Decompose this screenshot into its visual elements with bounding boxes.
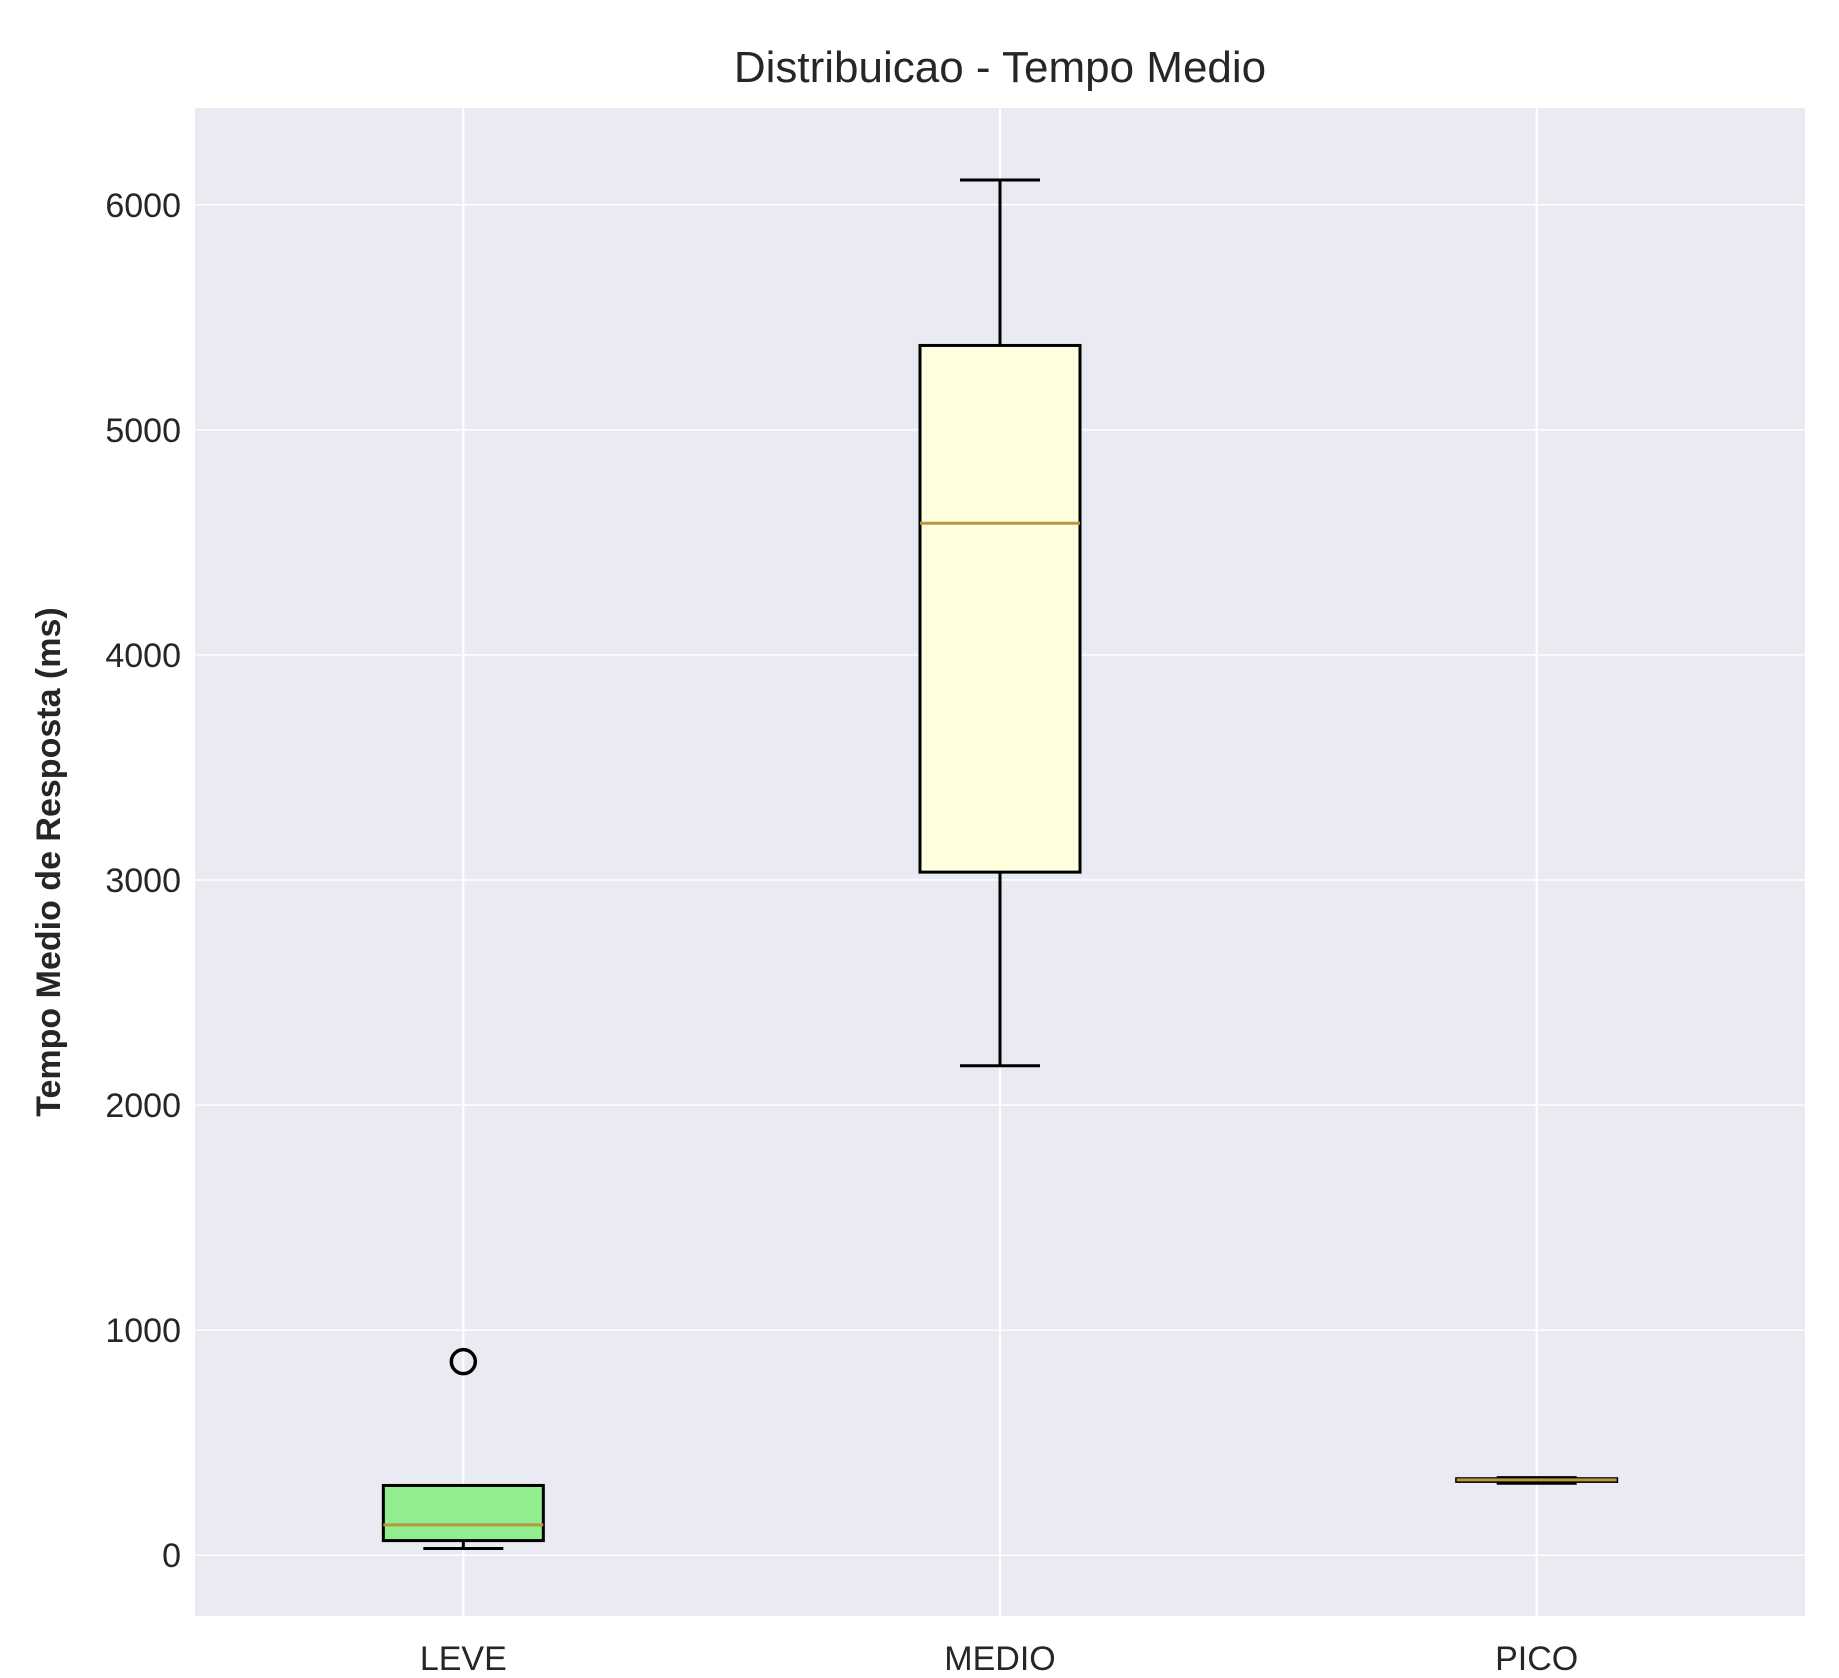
tick-labels: 0 1000 2000 3000 4000 5000 6000 LEVE MEDIO PICO [105,187,1578,1678]
box-pico [1455,1476,1619,1485]
y-tick-label: 6000 [105,187,181,225]
boxes [381,178,1619,1550]
box-medio [918,178,1082,1068]
box-body [918,343,1082,874]
y-tick-label: 1000 [105,1312,181,1350]
y-tick-label: 3000 [105,862,181,900]
y-tick-label: 4000 [105,637,181,675]
chart-title: Distribuicao - Tempo Medio [734,43,1266,92]
x-tick-label: LEVE [420,1640,507,1678]
box-leve [381,1347,545,1550]
y-tick-label: 2000 [105,1087,181,1125]
y-axis-label: Tempo Medio de Resposta (ms) [30,607,68,1116]
y-tick-label: 0 [162,1537,181,1575]
box-body [381,1483,545,1543]
outlier-point [449,1347,478,1376]
y-tick-label: 5000 [105,412,181,450]
x-tick-label: MEDIO [944,1640,1055,1678]
x-tick-label: PICO [1495,1640,1578,1678]
